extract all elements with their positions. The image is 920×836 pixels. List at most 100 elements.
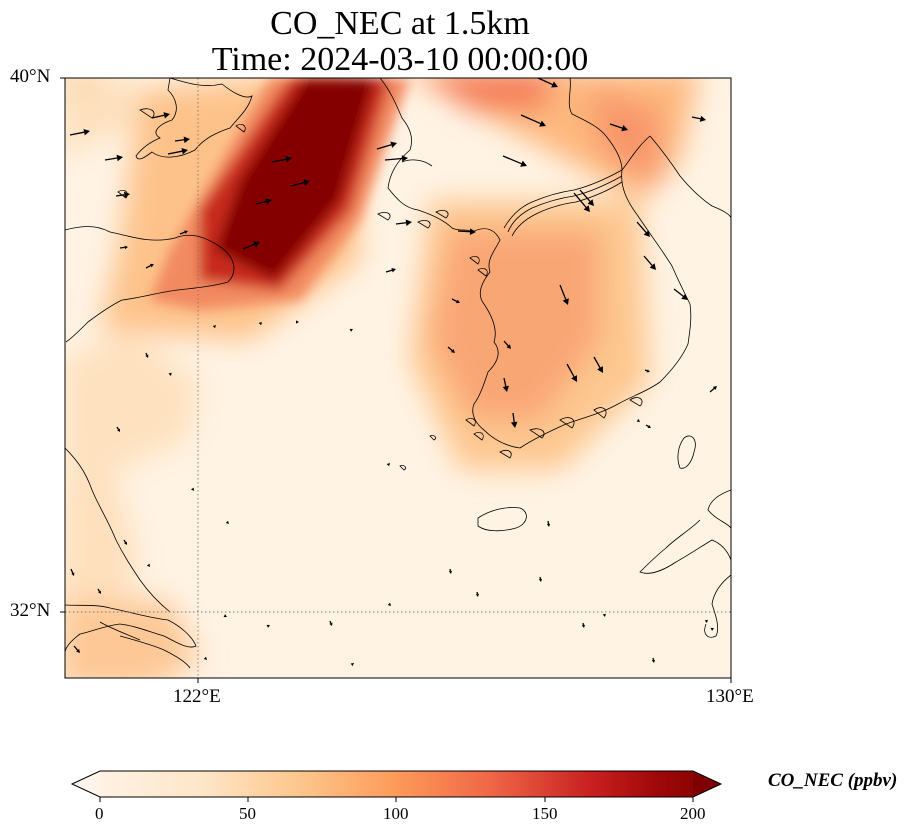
wind-arrow-head <box>387 602 391 606</box>
wind-arrow-head <box>510 421 518 428</box>
wind-arrow-head <box>587 199 594 206</box>
wind-arrow-head <box>303 179 310 186</box>
wind-arrow-head <box>651 659 656 663</box>
wind-arrow-head <box>124 245 128 250</box>
wind-arrow-shaft <box>116 426 120 430</box>
wind-arrow-shaft <box>69 131 85 136</box>
map-subtitle-time: Time: 2024-03-10 00:00:00 <box>211 41 589 78</box>
colorbar <box>70 770 723 802</box>
lon-tick-label: 122°E <box>173 686 221 707</box>
wind-arrow-head <box>203 656 207 660</box>
wind-arrow-shaft <box>709 387 715 393</box>
wind-arrow-shaft <box>151 114 165 119</box>
wind-arrow-shaft <box>115 194 125 197</box>
wind-arrow-shaft <box>512 412 515 423</box>
wind-arrow-shaft <box>242 243 255 250</box>
coastlines <box>65 78 731 669</box>
wind-arrow-shaft <box>329 620 332 624</box>
wind-arrow-shaft <box>179 231 186 235</box>
wind-arrow-shaft <box>609 123 623 129</box>
lat-tick-label: 40°N <box>10 66 51 87</box>
wind-arrow-head <box>71 572 75 576</box>
wind-arrow-head <box>83 128 90 136</box>
wind-arrow-head <box>391 268 396 273</box>
wind-arrow-head <box>643 230 650 237</box>
wind-arrow-head <box>223 614 227 618</box>
wind-arrow-head <box>450 349 455 353</box>
graticule <box>65 78 731 678</box>
wind-arrow-shaft <box>645 424 649 428</box>
wind-arrow-head <box>475 593 480 597</box>
wind-arrow-shaft <box>566 363 575 378</box>
wind-arrow-head <box>538 578 543 582</box>
wind-arrow-head <box>266 624 270 628</box>
wind-arrow-head <box>581 624 586 628</box>
colorbar-label: CO_NEC (ppbv) <box>768 770 898 791</box>
wind-arrow-shaft <box>691 116 701 120</box>
wind-arrow-shaft <box>145 265 152 269</box>
lon-tick-label: 130°E <box>706 686 754 707</box>
wind-arrow-head <box>117 428 120 432</box>
wind-arrow-head <box>181 147 188 155</box>
colorbar-tick-label: 50 <box>239 804 256 823</box>
wind-arrow-head <box>225 520 229 524</box>
colorbar-tick-label: 150 <box>532 804 558 823</box>
wind-arrow-head <box>123 191 130 198</box>
wind-arrow-head <box>98 590 101 594</box>
wind-arrow-shaft <box>503 377 507 387</box>
wind-arrow-shaft <box>167 150 183 155</box>
wind-arrow-shaft <box>119 246 125 249</box>
colorbar-tick-label: 100 <box>383 804 409 823</box>
map-frame <box>64 77 732 679</box>
wind-arrow-shaft <box>644 369 648 372</box>
wind-arrow-head <box>253 241 260 248</box>
wind-arrow-shaft <box>447 346 453 352</box>
wind-arrow-head <box>168 372 172 376</box>
wind-arrow-head <box>621 124 628 132</box>
wind-arrow-shaft <box>271 158 287 163</box>
wind-arrow-shaft <box>290 181 305 187</box>
wind-arrow-head <box>405 219 412 227</box>
wind-arrow-head <box>571 375 577 382</box>
wind-arrow-shaft <box>559 284 567 300</box>
wind-arrow-head <box>296 320 299 324</box>
wind-arrow-shaft <box>537 77 553 86</box>
colorbar-tick-label: 200 <box>680 804 706 823</box>
wind-arrow-head <box>265 198 272 205</box>
wind-arrow-head <box>712 386 717 390</box>
wind-arrow-head <box>76 648 80 653</box>
wind-vectors <box>69 77 717 667</box>
wind-arrow-head <box>602 613 606 617</box>
wind-arrow-shaft <box>636 221 647 233</box>
wind-arrow-shaft <box>384 157 403 161</box>
wind-arrow-head <box>646 369 650 373</box>
wind-arrow-shaft <box>457 230 471 233</box>
wind-arrow-head <box>649 263 656 270</box>
wind-arrow-head <box>149 263 154 268</box>
wind-arrow-head <box>145 354 149 358</box>
wind-arrow-head <box>502 385 509 392</box>
wind-arrow-head <box>506 344 511 349</box>
wind-arrow-head <box>386 463 390 467</box>
wind-arrow-shaft <box>573 192 587 208</box>
wind-arrow-head <box>647 425 651 428</box>
wind-arrow-head <box>390 141 397 148</box>
wind-arrow-shaft <box>123 539 127 543</box>
wind-arrow-shaft <box>70 568 74 574</box>
wind-arrow-shaft <box>520 114 541 125</box>
lat-tick-label: 32°N <box>10 600 51 621</box>
wind-arrow-head <box>681 293 688 300</box>
wind-arrow-head <box>597 366 603 373</box>
wind-arrow-head <box>562 298 569 305</box>
wind-arrow-head <box>448 570 453 574</box>
map-title: CO_NEC at 1.5km <box>270 5 530 42</box>
wind-arrow-head <box>116 154 123 162</box>
wind-arrow-shaft <box>376 144 392 150</box>
wind-arrow-shaft <box>503 340 509 347</box>
wind-arrow-shaft <box>385 269 393 273</box>
wind-arrow-head <box>455 299 460 304</box>
wind-arrow-shaft <box>451 298 458 302</box>
wind-arrow-head <box>704 619 708 623</box>
wind-arrow-head <box>469 228 476 235</box>
wind-arrow-shaft <box>145 352 148 356</box>
